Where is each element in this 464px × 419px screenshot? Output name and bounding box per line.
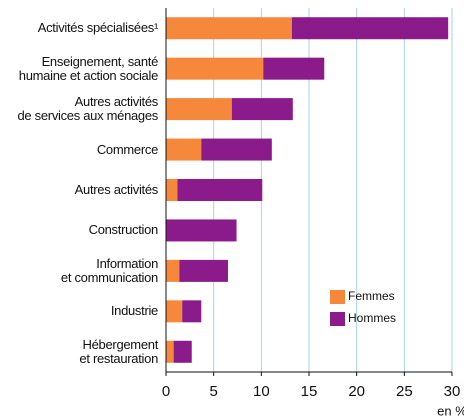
x-tick-label: 5 (209, 383, 217, 400)
bar (182, 300, 202, 323)
bar (291, 17, 449, 40)
bar (166, 219, 237, 242)
x-tick-label: 25 (396, 383, 413, 400)
y-tick-label: Autres activités de services aux ménages (17, 94, 158, 124)
x-tick-label: 30 (444, 383, 461, 400)
legend-label: Hommes (348, 311, 396, 325)
x-unit: en % (437, 403, 464, 418)
bar (177, 179, 263, 201)
x-tick-label: 10 (253, 383, 270, 400)
y-tick-label: Activités spécialisées¹ (37, 20, 159, 36)
y-tick-label: Information et communication (60, 255, 158, 285)
x-tick-label: 0 (162, 383, 170, 400)
bar (166, 57, 264, 80)
bar (166, 98, 232, 121)
y-tick-label: Industrie (110, 303, 158, 319)
bar (166, 259, 180, 282)
bar (166, 300, 183, 323)
bar (179, 259, 228, 282)
bar (166, 138, 202, 161)
bar (166, 179, 178, 201)
legend-swatch (330, 290, 345, 304)
y-tick-label: Enseignement, santé humaine et action so… (18, 53, 159, 83)
legend-swatch (330, 312, 345, 326)
bar (201, 138, 272, 161)
x-tick-label: 15 (301, 383, 318, 400)
legend-label: Femmes (348, 289, 395, 303)
y-tick-label: Construction (88, 222, 159, 238)
bar (231, 98, 293, 121)
bar (263, 57, 325, 80)
bar (166, 17, 292, 40)
y-tick-label: Autres activités (74, 182, 159, 197)
bar (166, 340, 174, 363)
y-tick-label: Commerce (96, 141, 158, 157)
x-tick-label: 20 (348, 383, 365, 400)
y-tick-label: Hébergement et restauration (79, 336, 158, 366)
bar (173, 340, 192, 363)
